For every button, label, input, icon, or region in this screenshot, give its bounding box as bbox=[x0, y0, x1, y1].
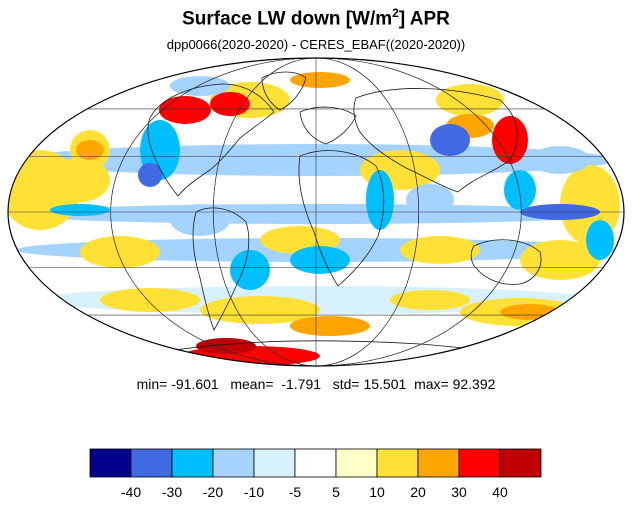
anomaly-patch bbox=[80, 236, 160, 268]
anomaly-patch bbox=[76, 140, 104, 160]
colorbar-tick-label: 5 bbox=[332, 484, 340, 500]
anomaly-patch bbox=[520, 240, 600, 280]
colorbar-box bbox=[212, 448, 255, 478]
anomaly-patch bbox=[230, 250, 270, 290]
anomaly-patch bbox=[436, 84, 504, 116]
colorbar-box bbox=[130, 448, 173, 478]
colorbar-box bbox=[171, 448, 214, 478]
anomaly-patch bbox=[586, 220, 614, 260]
colorbar-box bbox=[335, 448, 378, 478]
anomaly-patch bbox=[290, 72, 350, 88]
anomaly-patch bbox=[210, 92, 250, 116]
coastline-greenland bbox=[261, 71, 307, 111]
anomaly-patch bbox=[530, 146, 590, 174]
colorbar-box bbox=[458, 448, 501, 478]
anomaly-patch bbox=[492, 116, 528, 164]
colorbar-box bbox=[253, 448, 296, 478]
stat-max-label: max= bbox=[414, 376, 449, 392]
title-suffix: ] APR bbox=[398, 8, 450, 30]
coastline-europe bbox=[299, 106, 357, 145]
globe-outline bbox=[7, 57, 625, 367]
coastline-africa bbox=[298, 150, 385, 287]
meridian-line bbox=[213, 58, 419, 366]
meridian-line bbox=[110, 58, 522, 366]
anomaly-patch bbox=[504, 170, 536, 210]
anomaly-patch bbox=[50, 204, 110, 216]
anomaly-patch bbox=[159, 96, 211, 124]
colorbar-box bbox=[294, 448, 337, 478]
map-field bbox=[8, 58, 624, 366]
anomaly-patch bbox=[366, 170, 394, 230]
map-subtitle: dpp0066(2020-2020) - CERES_EBAF((2020-20… bbox=[166, 37, 466, 52]
colorbar-tick-label: 40 bbox=[492, 484, 508, 500]
colorbar-tick-label: -20 bbox=[203, 484, 223, 500]
anomaly-patch bbox=[138, 163, 162, 187]
colorbar-box bbox=[499, 448, 542, 478]
anomaly-patch bbox=[400, 236, 480, 264]
coastline-north-america bbox=[147, 83, 275, 197]
coastline-australia bbox=[470, 239, 542, 285]
stat-max-value: 92.392 bbox=[452, 376, 496, 392]
anomaly-patch bbox=[290, 316, 370, 336]
stat-min-value: -91.601 bbox=[171, 376, 219, 392]
anomaly-patch bbox=[196, 338, 256, 354]
anomaly-patch bbox=[430, 124, 470, 156]
anomaly-patch bbox=[390, 290, 470, 310]
stat-mean-label: mean= bbox=[230, 376, 274, 392]
title-main: Surface LW down [W/m bbox=[182, 8, 393, 30]
colorbar-tick-label: 30 bbox=[451, 484, 467, 500]
coastline-asia bbox=[353, 88, 518, 193]
anomaly-patch bbox=[100, 288, 200, 312]
anomaly-field bbox=[8, 72, 620, 366]
anomaly-patch bbox=[290, 246, 350, 274]
colorbar-box bbox=[376, 448, 419, 478]
stat-std-label: std= bbox=[332, 376, 360, 392]
colorbar-tick-label: -40 bbox=[121, 484, 141, 500]
colorbar-tick-label: -30 bbox=[162, 484, 182, 500]
colorbar-box bbox=[89, 448, 132, 478]
colorbar-tick-label: 10 bbox=[369, 484, 385, 500]
colorbar-tick-label: 20 bbox=[410, 484, 426, 500]
colorbar-box bbox=[417, 448, 460, 478]
stat-mean-value: -1.791 bbox=[281, 376, 322, 392]
graticule bbox=[8, 58, 624, 366]
colorbar-tick-label: -5 bbox=[289, 484, 302, 500]
map-title: Surface LW down [W/m2] APR bbox=[0, 6, 632, 30]
stat-min-label: min= bbox=[136, 376, 168, 392]
anomaly-patch bbox=[200, 296, 320, 324]
statistics-line: min= -91.601 mean= -1.791 std= 15.501 ma… bbox=[0, 376, 632, 392]
title-superscript: 2 bbox=[392, 6, 399, 20]
colorbar-tick-label: -10 bbox=[244, 484, 264, 500]
stat-std-value: 15.501 bbox=[363, 376, 407, 392]
